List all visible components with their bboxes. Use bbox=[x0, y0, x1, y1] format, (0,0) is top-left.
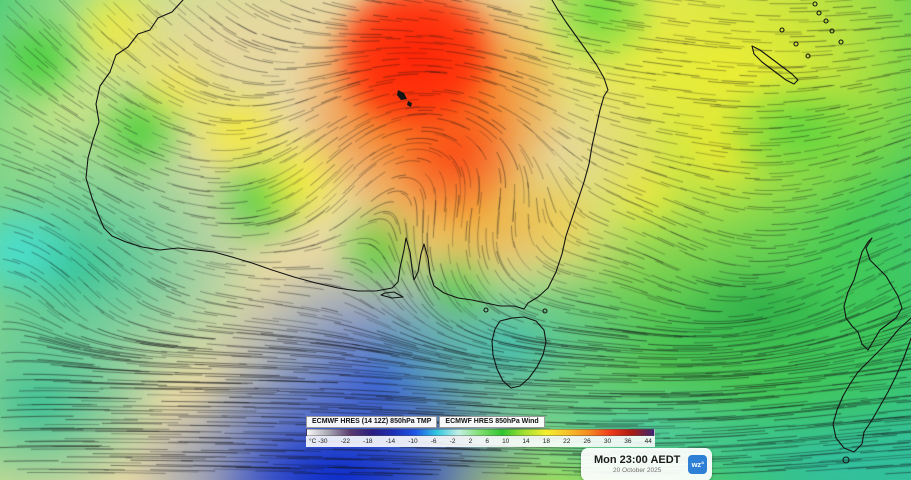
coastline-tasmania bbox=[491, 316, 547, 389]
island bbox=[823, 18, 829, 24]
island bbox=[793, 41, 799, 47]
coastline-new-caledonia bbox=[751, 45, 799, 85]
colorbar-tick: 26 bbox=[583, 438, 591, 445]
colorbar-tick: 14 bbox=[522, 438, 530, 445]
legend-chips: ECMWF HRES (14 12Z) 850hPa TMP ECMWF HRE… bbox=[306, 416, 655, 428]
island bbox=[779, 27, 785, 33]
coastline-kangaroo-island bbox=[380, 291, 404, 299]
timestamp-badge: Mon 23:00 AEDT 20 October 2025 wz° bbox=[581, 448, 713, 480]
colorbar-tick: 10 bbox=[502, 438, 510, 445]
island bbox=[483, 307, 489, 313]
colorbar-tick: -2 bbox=[449, 438, 456, 445]
colorbar-tick: -10 bbox=[408, 438, 418, 445]
legend-chip-wind[interactable]: ECMWF HRES 850hPa Wind bbox=[439, 416, 545, 428]
temperature-colorbar bbox=[306, 429, 655, 436]
island bbox=[829, 28, 835, 34]
colorbar-tick: °C -30 bbox=[309, 438, 328, 445]
colorbar-tick: -22 bbox=[340, 438, 351, 445]
colorbar-tick: -6 bbox=[430, 438, 437, 445]
colorbar-tick-row: °C -30 -22 -18 -14 -10 -6 -2 2 6 10 14 18 22 26 30 36 44 bbox=[306, 436, 655, 447]
coastline-nz-south bbox=[832, 317, 911, 453]
island bbox=[542, 308, 548, 314]
colorbar-tick: 18 bbox=[542, 438, 551, 445]
colorbar-tick: 30 bbox=[603, 438, 612, 445]
timestamp-time: Mon 23:00 AEDT bbox=[594, 454, 681, 466]
map-legend: ECMWF HRES (14 12Z) 850hPa TMP ECMWF HRE… bbox=[306, 416, 655, 447]
island bbox=[812, 1, 818, 7]
lake bbox=[397, 90, 412, 107]
coastline-australia bbox=[85, 0, 609, 310]
legend-chip-temperature[interactable]: ECMWF HRES (14 12Z) 850hPa TMP bbox=[306, 416, 438, 428]
colorbar-tick: 22 bbox=[563, 438, 571, 445]
colorbar-tick: -18 bbox=[363, 438, 373, 445]
island bbox=[805, 53, 811, 59]
coastline-nz-north bbox=[843, 237, 903, 351]
colorbar-tick: 36 bbox=[624, 438, 632, 445]
colorbar-tick: 2 bbox=[468, 438, 473, 445]
colorbar-tick: -14 bbox=[385, 438, 396, 445]
colorbar-tick: 6 bbox=[485, 438, 489, 445]
timestamp-date: 20 October 2025 bbox=[612, 467, 662, 474]
colorbar-tick: 44 bbox=[644, 438, 652, 445]
weatherzone-logo: wz° bbox=[688, 455, 708, 474]
island bbox=[816, 10, 822, 16]
island bbox=[838, 39, 844, 45]
timestamp-text: Mon 23:00 AEDT 20 October 2025 bbox=[586, 454, 688, 475]
island bbox=[842, 456, 850, 464]
